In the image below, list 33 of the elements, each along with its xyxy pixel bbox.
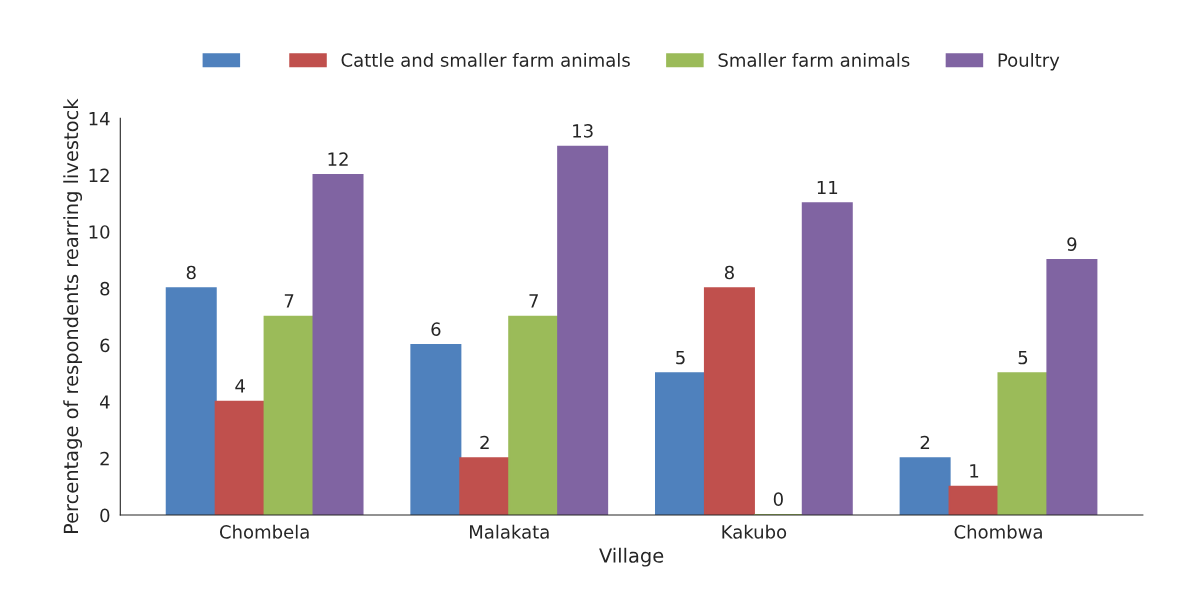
y-tick-label: 0 bbox=[100, 508, 110, 523]
data-label: 12 bbox=[328, 152, 348, 166]
data-label: 13 bbox=[573, 124, 593, 138]
x-axis-title: Village bbox=[599, 547, 664, 567]
data-label: 11 bbox=[817, 180, 838, 195]
data-label: 1 bbox=[970, 464, 979, 478]
data-label: 4 bbox=[235, 379, 245, 393]
y-tick-label: 6 bbox=[100, 338, 110, 353]
data-label: 6 bbox=[431, 322, 441, 336]
x-tick-label: Chombwa bbox=[954, 524, 1042, 539]
data-label: 5 bbox=[676, 350, 685, 365]
legend-label: Cattle and smaller farm animals bbox=[341, 52, 630, 67]
data-label: 7 bbox=[529, 294, 538, 308]
x-tick-label: Malakata bbox=[470, 524, 549, 539]
data-label: 9 bbox=[1067, 237, 1077, 251]
x-tick-label: Chombela bbox=[219, 524, 309, 539]
y-tick-label: 10 bbox=[89, 225, 110, 239]
y-tick-label: 8 bbox=[100, 281, 110, 296]
y-tick-label: 14 bbox=[89, 112, 110, 126]
x-tick-label: Kakubo bbox=[722, 524, 787, 539]
legend-label: Poultry bbox=[998, 52, 1060, 71]
y-axis-title: Percentage of respondents rearring livestock bbox=[63, 98, 83, 534]
data-label: 7 bbox=[284, 294, 294, 308]
y-tick-label: 4 bbox=[99, 395, 110, 409]
data-label: 5 bbox=[1018, 350, 1028, 365]
data-label: 8 bbox=[186, 265, 196, 280]
legend-label: Smaller farm animals bbox=[718, 52, 910, 67]
y-tick-label: 2 bbox=[100, 451, 109, 466]
data-label: 2 bbox=[920, 435, 930, 450]
data-label: 0 bbox=[773, 492, 783, 506]
y-tick-label: 12 bbox=[89, 168, 109, 182]
data-label: 8 bbox=[724, 265, 734, 280]
data-label: 2 bbox=[480, 435, 489, 450]
